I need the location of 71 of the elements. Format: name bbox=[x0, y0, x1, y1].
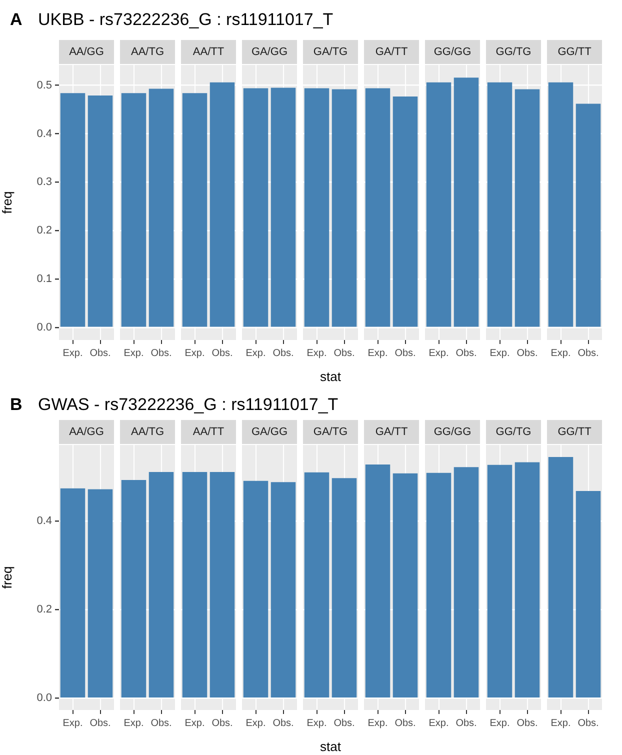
x-tick-label: Obs. bbox=[334, 348, 355, 359]
x-tick-label: Obs. bbox=[272, 348, 294, 359]
x-tick-label: Obs. bbox=[578, 348, 599, 359]
x-tick-label: Exp. bbox=[184, 718, 205, 729]
x-tick-label: Obs. bbox=[150, 348, 172, 359]
chart-title: AA/GG bbox=[69, 46, 104, 58]
x-tick-label: Exp. bbox=[124, 348, 144, 359]
chart-title: GG/GG bbox=[434, 46, 472, 58]
x-tick-label: Obs. bbox=[394, 718, 416, 729]
x-axis-title: stat bbox=[320, 368, 342, 384]
y-tick-label: 0.3 bbox=[36, 176, 52, 188]
y-tick-label: 0.2 bbox=[36, 224, 52, 237]
chart-title: GA/TG bbox=[313, 46, 348, 58]
chart-title: GG/TT bbox=[558, 46, 592, 58]
chart-title: GA/TT bbox=[375, 426, 408, 438]
x-tick-label: Obs. bbox=[150, 718, 172, 729]
x-tick-label: Exp. bbox=[246, 718, 266, 729]
x-tick-label: Obs. bbox=[272, 718, 294, 729]
y-tick-label: 0.5 bbox=[36, 79, 52, 92]
x-tick-label: Exp. bbox=[550, 348, 571, 359]
chart-title: AA/TT bbox=[192, 46, 224, 58]
x-tick-label: Exp. bbox=[246, 348, 266, 359]
chart-title: AA/TT bbox=[192, 426, 224, 438]
y-tick-label: 0.0 bbox=[36, 692, 52, 704]
text: B bbox=[10, 395, 22, 415]
x-tick-label: Obs. bbox=[516, 718, 538, 729]
y-tick-label: 0.0 bbox=[36, 321, 52, 334]
y-axis-title: freq bbox=[0, 566, 14, 589]
x-tick-label: Obs. bbox=[578, 718, 599, 729]
text: UKBB - rs73222236_G : rs11911017_T bbox=[38, 10, 334, 30]
y-tick-label: 0.4 bbox=[36, 128, 52, 140]
x-tick-label: Obs. bbox=[456, 718, 477, 729]
x-tick-label: Exp. bbox=[62, 348, 83, 359]
x-tick-label: Obs. bbox=[90, 718, 111, 729]
chart-title: GG/TG bbox=[496, 46, 532, 58]
x-tick-label: Exp. bbox=[184, 348, 205, 359]
x-tick-label: Exp. bbox=[428, 718, 449, 729]
y-axis-title: freq bbox=[0, 191, 14, 214]
chart-title: GA/TT bbox=[375, 46, 408, 58]
x-tick-label: Exp. bbox=[124, 718, 144, 729]
x-tick-label: Obs. bbox=[456, 348, 477, 359]
y-tick-label: 0.2 bbox=[36, 604, 52, 616]
chart-title: GA/TG bbox=[313, 426, 348, 438]
text: GWAS - rs73222236_G : rs11911017_T bbox=[38, 395, 338, 415]
chart-title: AA/GG bbox=[69, 426, 104, 438]
x-tick-label: Obs. bbox=[394, 348, 416, 359]
chart-title: AA/TG bbox=[130, 426, 164, 438]
x-tick-label: Obs. bbox=[516, 348, 538, 359]
chart-title: GA/GG bbox=[251, 426, 288, 438]
x-tick-label: Exp. bbox=[368, 718, 388, 729]
x-tick-label: Exp. bbox=[62, 718, 83, 729]
x-tick-label: Exp. bbox=[428, 348, 449, 359]
x-tick-label: Obs. bbox=[334, 718, 355, 729]
chart-title: AA/TG bbox=[130, 46, 164, 58]
x-tick-label: Exp. bbox=[368, 348, 388, 359]
chart-title: GG/TG bbox=[496, 426, 532, 438]
chart-title: GG/GG bbox=[434, 426, 472, 438]
x-tick-label: Obs. bbox=[212, 348, 233, 359]
x-tick-label: Obs. bbox=[90, 348, 111, 359]
x-tick-label: Exp. bbox=[550, 718, 571, 729]
x-axis-title: stat bbox=[320, 738, 342, 754]
text: A bbox=[10, 10, 22, 30]
y-tick-label: 0.4 bbox=[36, 515, 52, 528]
y-tick-label: 0.1 bbox=[36, 273, 52, 286]
x-tick-label: Exp. bbox=[306, 348, 327, 359]
chart-title: GA/GG bbox=[251, 46, 288, 58]
x-tick-label: Obs. bbox=[212, 718, 233, 729]
x-tick-label: Exp. bbox=[490, 718, 510, 729]
chart-title: GG/TT bbox=[558, 426, 592, 438]
x-tick-label: Exp. bbox=[306, 718, 327, 729]
x-tick-label: Exp. bbox=[490, 348, 510, 359]
